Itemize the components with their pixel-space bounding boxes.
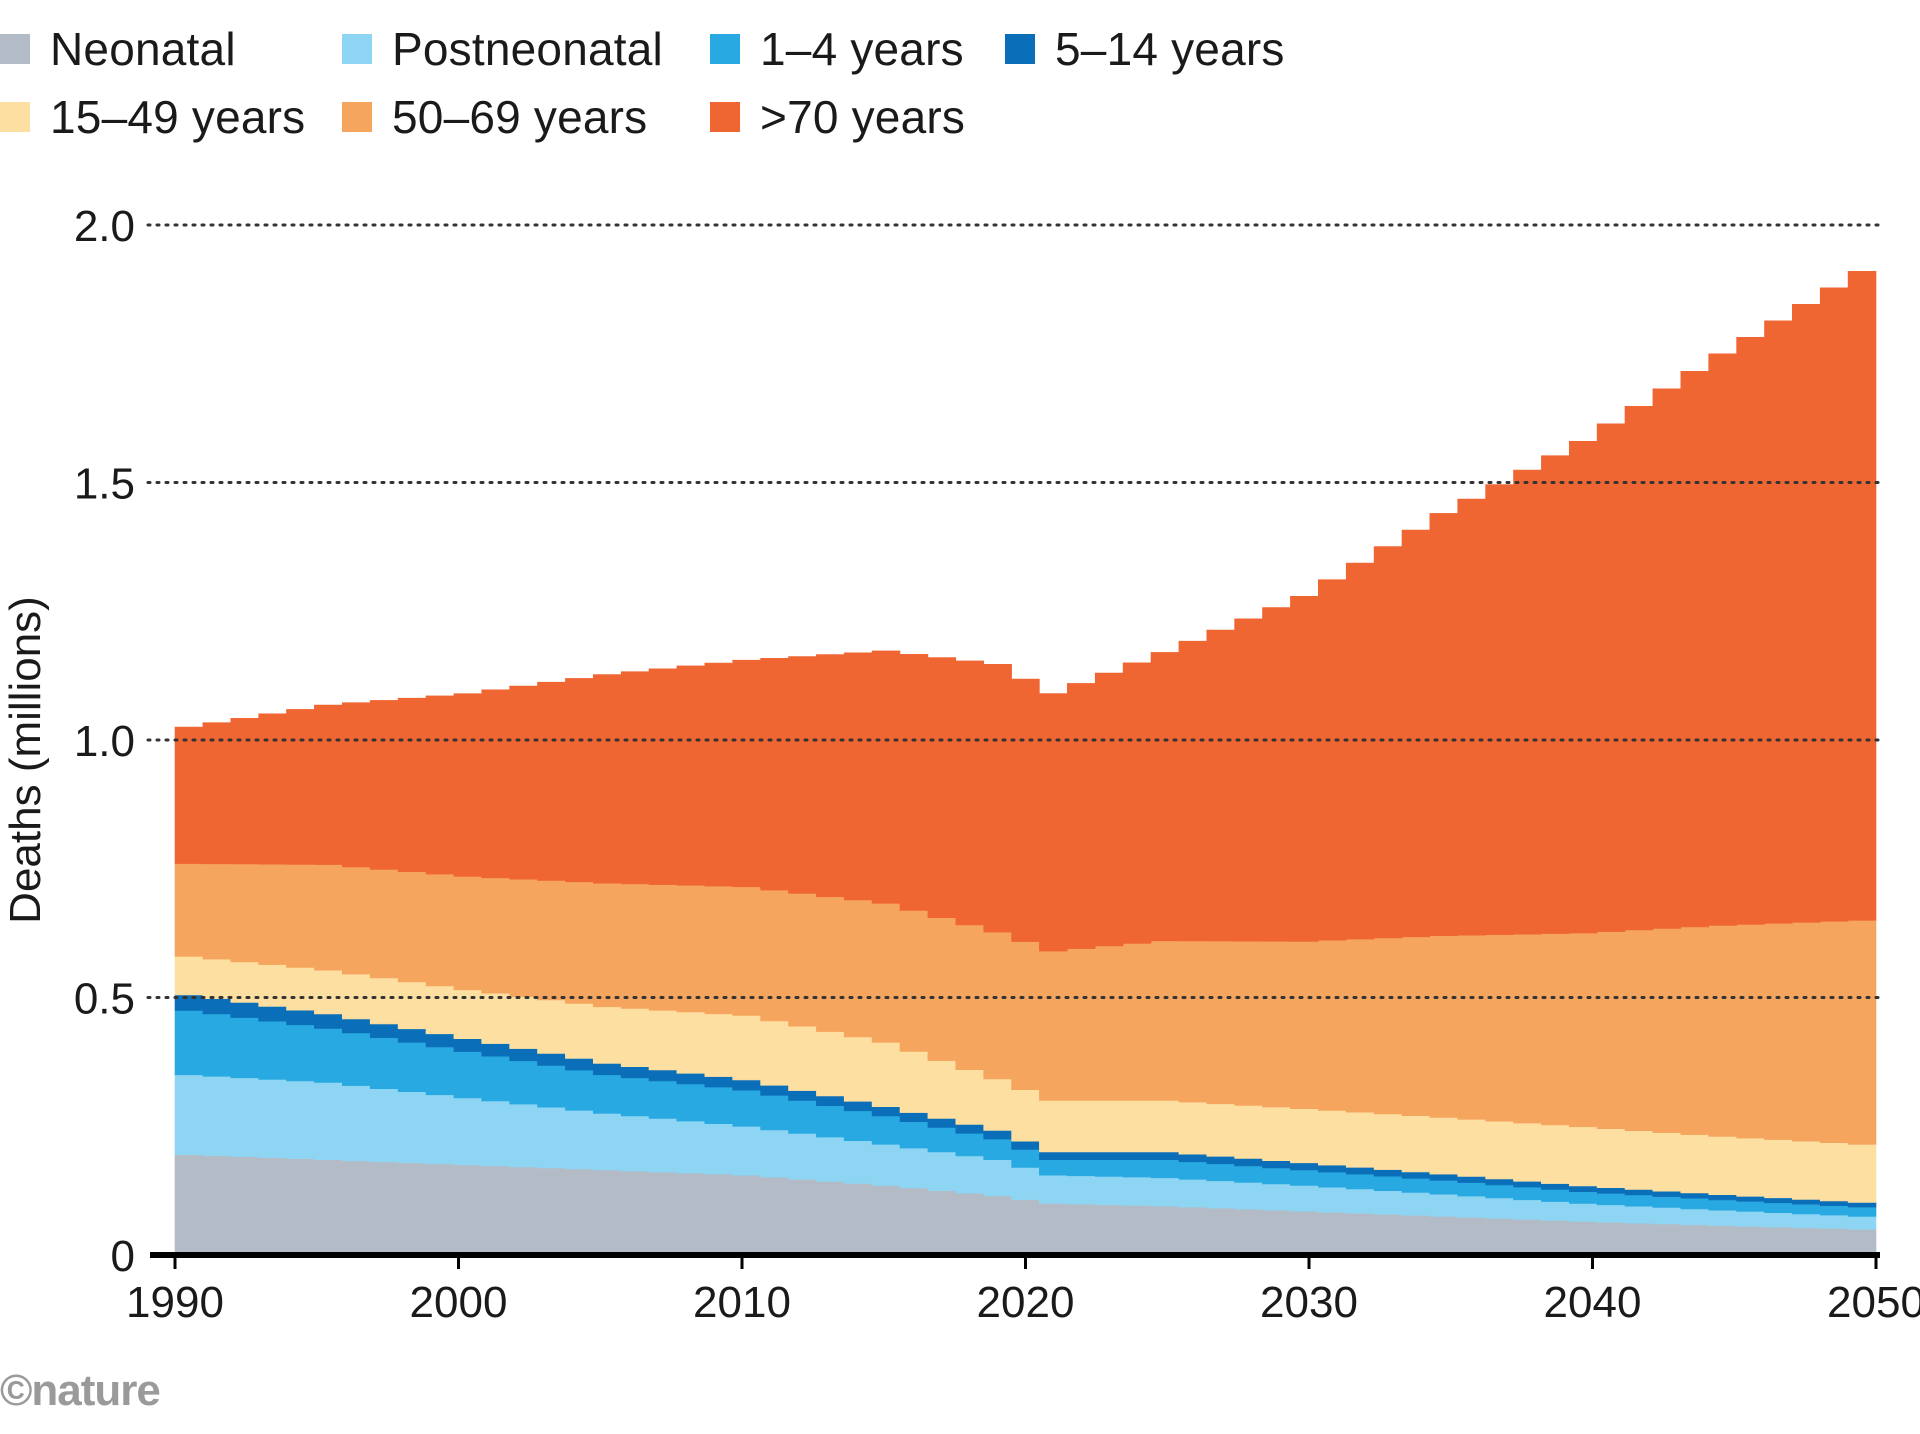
axes: 0 0.5 1.0 1.5 2.0 1990 2000 2010 2020 2030 2040 205… [1, 202, 1920, 1327]
legend-item-neonatal: Neonatal [0, 22, 236, 76]
y-tick-label: 1.5 [74, 460, 135, 509]
legend-label-neonatal: Neonatal [50, 23, 236, 75]
legend-label-5-14-years: 5–14 years [1055, 23, 1285, 75]
legend-swatch-50-69-years [342, 102, 372, 132]
legend-item-over-70-years: >70 years [710, 90, 965, 144]
legend-item-15-49-years: 15–49 years [0, 90, 305, 144]
legend-item-postneonatal: Postneonatal [342, 22, 663, 76]
x-tick-label: 2010 [693, 1278, 791, 1327]
legend-swatch-over-70-years [710, 102, 740, 132]
legend-item-5-14-years: 5–14 years [1005, 22, 1285, 76]
legend-swatch-postneonatal [342, 34, 372, 64]
y-axis-label: Deaths (millions) [1, 596, 50, 924]
x-tick-label: 2050 [1827, 1278, 1920, 1327]
gridlines [146, 223, 1882, 999]
y-tick-label: 0 [111, 1232, 135, 1281]
legend-swatch-neonatal [0, 34, 30, 64]
legend-label-over-70-years: >70 years [760, 91, 966, 143]
y-tick-label: 2.0 [74, 202, 135, 251]
x-tick-label: 2020 [977, 1278, 1075, 1327]
legend-item-1-4-years: 1–4 years [710, 22, 964, 76]
legend-label-50-69-years: 50–69 years [392, 91, 648, 143]
y-tick-label: 0.5 [74, 975, 135, 1024]
x-tick-label: 2030 [1260, 1278, 1358, 1327]
legend-swatch-1-4-years [710, 34, 740, 64]
legend-swatch-5-14-years [1005, 34, 1035, 64]
y-tick-label: 1.0 [74, 717, 135, 766]
legend-item-50-69-years: 50–69 years [342, 90, 647, 144]
legend-label-1-4-years: 1–4 years [760, 23, 964, 75]
x-tick-label: 1990 [126, 1278, 224, 1327]
legend-label-postneonatal: Postneonatal [392, 23, 663, 75]
area-layers [174, 271, 1877, 1256]
area-series-over-70-years [174, 271, 1877, 952]
legend-swatch-15-49-years [0, 102, 30, 132]
nature-credit: ©nature [0, 1366, 161, 1415]
x-tick-label: 2000 [410, 1278, 508, 1327]
legend-label-15-49-years: 15–49 years [50, 91, 306, 143]
x-tick-label: 2040 [1544, 1278, 1642, 1327]
